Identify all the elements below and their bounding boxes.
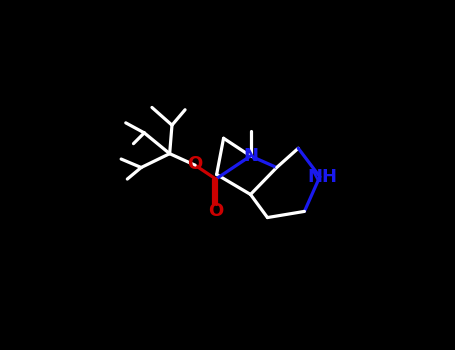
Text: N: N xyxy=(243,147,258,165)
Text: O: O xyxy=(187,155,202,174)
Text: NH: NH xyxy=(307,168,337,186)
Text: O: O xyxy=(208,202,223,220)
